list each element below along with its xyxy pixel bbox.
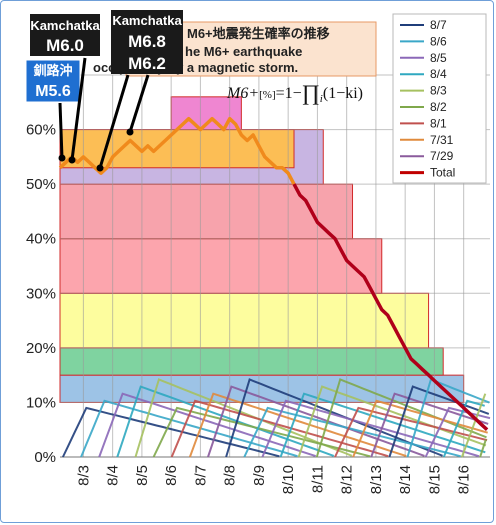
x-tick-label: 8/12 (339, 465, 356, 494)
total-line-late (292, 183, 489, 431)
arrow-line-0 (58, 102, 64, 159)
svg-text:M6.2: M6.2 (128, 54, 166, 73)
callout-kushiro-5-6: 釧路沖 M5.6 (25, 59, 81, 103)
daily-contribution-line (388, 385, 490, 458)
x-tick-label: 8/10 (280, 465, 297, 494)
daily-contribution-line (479, 439, 487, 458)
probability-band-3 (59, 238, 383, 294)
svg-text:釧路沖: 釧路沖 (33, 63, 72, 78)
daily-contribution-line (188, 392, 407, 458)
callout-kamchatka-6-8-6-2: Kamchatka M6.8 M6.2 (111, 10, 183, 74)
svg-text:M5.6: M5.6 (35, 83, 71, 100)
callout-kamchatka-6-0: Kamchatka M6.0 (30, 14, 100, 56)
y-tick-label: 50% (26, 176, 56, 193)
daily-contribution-line (315, 378, 487, 458)
chart-title-jp: M6+地震発生確率の推移 (187, 26, 330, 41)
y-tick-label: 40% (26, 231, 56, 248)
y-tick-label: 30% (26, 285, 56, 302)
daily-contribution-line (460, 393, 487, 458)
x-tick-label: 8/15 (426, 465, 443, 494)
x-tick-label: 8/9 (251, 465, 268, 486)
daily-contribution-line (261, 399, 480, 458)
x-tick-label: 8/7 (192, 465, 209, 486)
legend-label: 8/5 (430, 51, 447, 65)
legend-label: 7/31 (430, 133, 454, 147)
y-tick-label: 10% (26, 394, 56, 411)
arrow-line-3 (128, 74, 150, 133)
probability-band-2 (59, 292, 430, 349)
x-tick-label: 8/11 (309, 465, 326, 493)
x-tick-label: 8/13 (368, 465, 385, 494)
legend-label: 8/4 (430, 67, 447, 81)
x-tick-label: 8/16 (456, 465, 473, 494)
daily-contribution-line (334, 406, 488, 458)
daily-contribution-line (134, 378, 353, 458)
y-tick-label: 0% (34, 449, 56, 466)
total-line-early (58, 116, 296, 185)
arrow-line-2 (98, 74, 130, 169)
arrow-head-1 (68, 156, 76, 164)
x-tick-label: 8/5 (134, 465, 151, 486)
daily-contribution-line (170, 399, 389, 458)
x-tick-label: 8/14 (397, 465, 414, 494)
daily-contribution-line (207, 385, 425, 458)
daily-contribution-line (406, 378, 490, 458)
daily-contribution-line (297, 385, 487, 458)
x-tick-label: 8/6 (163, 465, 180, 486)
callout-arrows (58, 57, 150, 172)
arrow-head-0 (58, 154, 66, 162)
legend-label: 8/7 (430, 18, 447, 32)
svg-text:Kamchatka: Kamchatka (112, 13, 182, 28)
daily-contribution-line (243, 406, 461, 458)
x-tick-label: 8/3 (75, 465, 92, 486)
y-tick-label: 20% (26, 340, 56, 357)
legend-label: 7/29 (430, 149, 454, 163)
daily-contribution-line (152, 406, 371, 458)
daily-contribution-line (61, 406, 280, 458)
x-tick-label: 8/8 (222, 465, 239, 486)
legend-label: 8/6 (430, 34, 447, 48)
legend-label: Total (430, 166, 455, 180)
probability-band-4 (59, 183, 354, 240)
legend-label: 8/3 (430, 84, 447, 98)
daily-contribution-line (225, 378, 443, 458)
daily-contribution-line (116, 385, 335, 458)
svg-text:M6.8: M6.8 (128, 32, 166, 51)
daily-contribution-line (80, 399, 298, 458)
daily-contribution-line (424, 406, 491, 458)
daily-contribution-line (98, 392, 317, 458)
arrow-head-2 (96, 164, 104, 172)
daily-contribution-line (370, 392, 489, 458)
chart-title-en-1: he M6+ earthquake (185, 44, 302, 59)
svg-text:Kamchatka: Kamchatka (30, 18, 100, 33)
x-tick-label: 8/4 (105, 465, 122, 486)
legend-label: 8/2 (430, 100, 447, 114)
probability-formula: M6+[%]=1−∏i(1−ki) (226, 80, 363, 105)
legend-label: 8/1 (430, 116, 447, 130)
arrow-head-3 (126, 128, 134, 136)
probability-band-1 (59, 347, 444, 376)
y-tick-label: 60% (26, 122, 56, 139)
arrow-line-1 (70, 57, 87, 161)
svg-text:M6.0: M6.0 (46, 36, 84, 55)
